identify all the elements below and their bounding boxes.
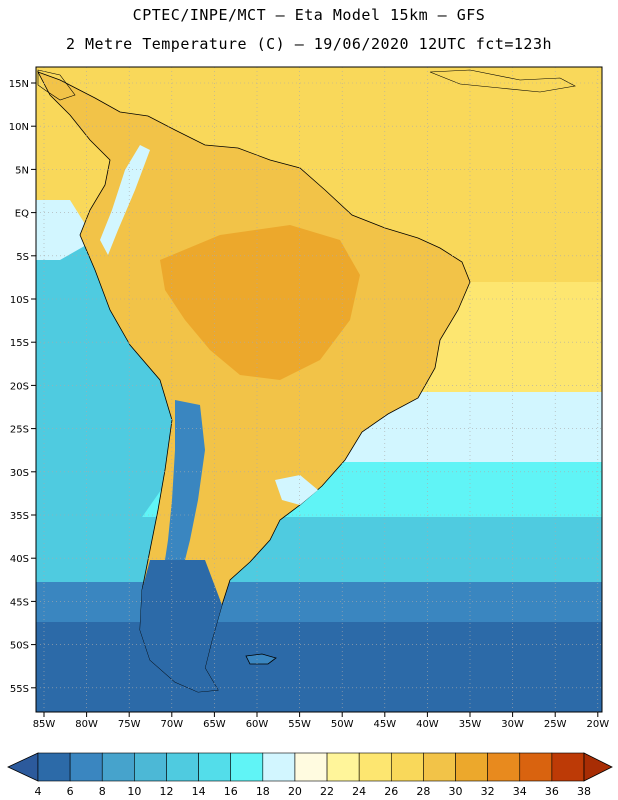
colorbar-swatch-11 bbox=[390, 752, 424, 782]
colorbar-label-16: 16 bbox=[224, 785, 238, 798]
colorbar-label-24: 24 bbox=[352, 785, 366, 798]
lon-label-75W: 75W bbox=[118, 719, 141, 730]
lon-label-80W: 80W bbox=[75, 719, 98, 730]
south-america-land bbox=[37, 71, 471, 693]
chart-title-line2: 2 Metre Temperature (C) – 19/06/2020 12U… bbox=[65, 35, 553, 53]
colorbar-label-12: 12 bbox=[159, 785, 173, 798]
lat-label-5S: 5S bbox=[16, 252, 29, 263]
colorbar-swatch-0 bbox=[37, 752, 71, 782]
lon-label-25W: 25W bbox=[544, 719, 567, 730]
lat-label-45S: 45S bbox=[10, 597, 29, 608]
lon-label-65W: 65W bbox=[203, 719, 226, 730]
lat-label-EQ: EQ bbox=[15, 209, 29, 220]
colorbar-label-22: 22 bbox=[320, 785, 334, 798]
colorbar-swatch-16 bbox=[551, 752, 585, 782]
lat-label-15S: 15S bbox=[10, 338, 29, 349]
andes-pale-north bbox=[100, 145, 150, 255]
lat-label-35S: 35S bbox=[10, 511, 29, 522]
lon-label-70W: 70W bbox=[160, 719, 183, 730]
central-america bbox=[37, 69, 76, 101]
lon-label-30W: 30W bbox=[501, 719, 524, 730]
colorbar-swatch-15 bbox=[519, 752, 553, 782]
colorbar-swatch-4 bbox=[166, 752, 199, 782]
lat-label-10N: 10N bbox=[9, 122, 29, 133]
ocean-south-band bbox=[36, 622, 602, 712]
colorbar-label-32: 32 bbox=[481, 785, 495, 798]
lon-label-35W: 35W bbox=[459, 719, 482, 730]
lat-label-10S: 10S bbox=[10, 295, 29, 306]
colorbar-swatch-8 bbox=[294, 752, 328, 782]
lon-label-20W: 20W bbox=[586, 719, 609, 730]
lon-label-40W: 40W bbox=[416, 719, 439, 730]
colorbar-label-10: 10 bbox=[127, 785, 141, 798]
colorbar-swatch-14 bbox=[487, 752, 521, 782]
colorbar-label-36: 36 bbox=[545, 785, 559, 798]
colorbar-label-18: 18 bbox=[256, 785, 270, 798]
colorbar-label-26: 26 bbox=[384, 785, 398, 798]
colorbar-label-4: 4 bbox=[35, 785, 42, 798]
lat-label-5N: 5N bbox=[15, 165, 29, 176]
lat-label-50S: 50S bbox=[10, 641, 29, 652]
colorbar: 4 6 8 10 12 14 16 18 20 22 24 26 28 30 32 34 36 38 bbox=[7, 752, 613, 798]
colorbar-swatch-3 bbox=[134, 752, 167, 782]
lat-label-30S: 30S bbox=[10, 468, 29, 479]
lat-label-55S: 55S bbox=[10, 684, 29, 695]
map-frame bbox=[35, 66, 603, 713]
lon-label-55W: 55W bbox=[288, 719, 311, 730]
colorbar-swatch-9 bbox=[326, 752, 360, 782]
pacific-cool-tongue bbox=[36, 225, 175, 520]
lon-label-60W: 60W bbox=[246, 719, 269, 730]
uruguay-pale bbox=[275, 475, 318, 505]
lon-label-50W: 50W bbox=[331, 719, 354, 730]
lat-label-40S: 40S bbox=[10, 554, 29, 565]
map-field bbox=[36, 67, 602, 712]
ocean-cool-band bbox=[36, 517, 602, 582]
lat-label-25S: 25S bbox=[10, 425, 29, 436]
colorbar-low-arrow bbox=[7, 752, 39, 782]
colorbar-swatch-10 bbox=[358, 752, 392, 782]
colorbar-swatch-7 bbox=[262, 752, 296, 782]
colorbar-label-6: 6 bbox=[67, 785, 74, 798]
colorbar-swatch-5 bbox=[198, 752, 232, 782]
colorbar-label-38: 38 bbox=[577, 785, 591, 798]
lon-label-45W: 45W bbox=[373, 719, 396, 730]
lat-label-15N: 15N bbox=[9, 79, 29, 90]
colorbar-swatch-12 bbox=[423, 752, 456, 782]
colorbar-label-8: 8 bbox=[99, 785, 106, 798]
lat-label-20S: 20S bbox=[10, 381, 29, 392]
patagonia-cold bbox=[140, 560, 222, 692]
pacific-pale-tongue bbox=[36, 200, 95, 260]
caribbean-islands bbox=[429, 69, 576, 93]
colorbar-label-20: 20 bbox=[288, 785, 302, 798]
colorbar-label-14: 14 bbox=[192, 785, 206, 798]
colorbar-swatch-6 bbox=[230, 752, 264, 782]
colorbar-swatch-13 bbox=[455, 752, 488, 782]
lon-label-85W: 85W bbox=[33, 719, 56, 730]
chart-title-line1: CPTEC/INPE/MCT – Eta Model 15km – GFS bbox=[132, 6, 486, 24]
latitude-labels: 15N 10N 5N EQ 5S 10S 15S 20S 25S 30S 35S 40S 45S 50S 5… bbox=[9, 79, 36, 695]
colorbar-label-28: 28 bbox=[416, 785, 430, 798]
ocean-mid-band bbox=[36, 582, 602, 622]
falkland-islands bbox=[245, 653, 277, 665]
longitude-labels: 85W 80W 75W 70W 65W 60W 55W 50W 45W 40W 35W 30W 25W 2… bbox=[33, 712, 609, 730]
colorbar-label-30: 30 bbox=[449, 785, 463, 798]
colorbar-high-arrow bbox=[583, 752, 613, 782]
interior-hot-region bbox=[160, 225, 360, 380]
colorbar-swatch-1 bbox=[69, 752, 103, 782]
colorbar-swatch-2 bbox=[101, 752, 135, 782]
colorbar-label-34: 34 bbox=[513, 785, 527, 798]
